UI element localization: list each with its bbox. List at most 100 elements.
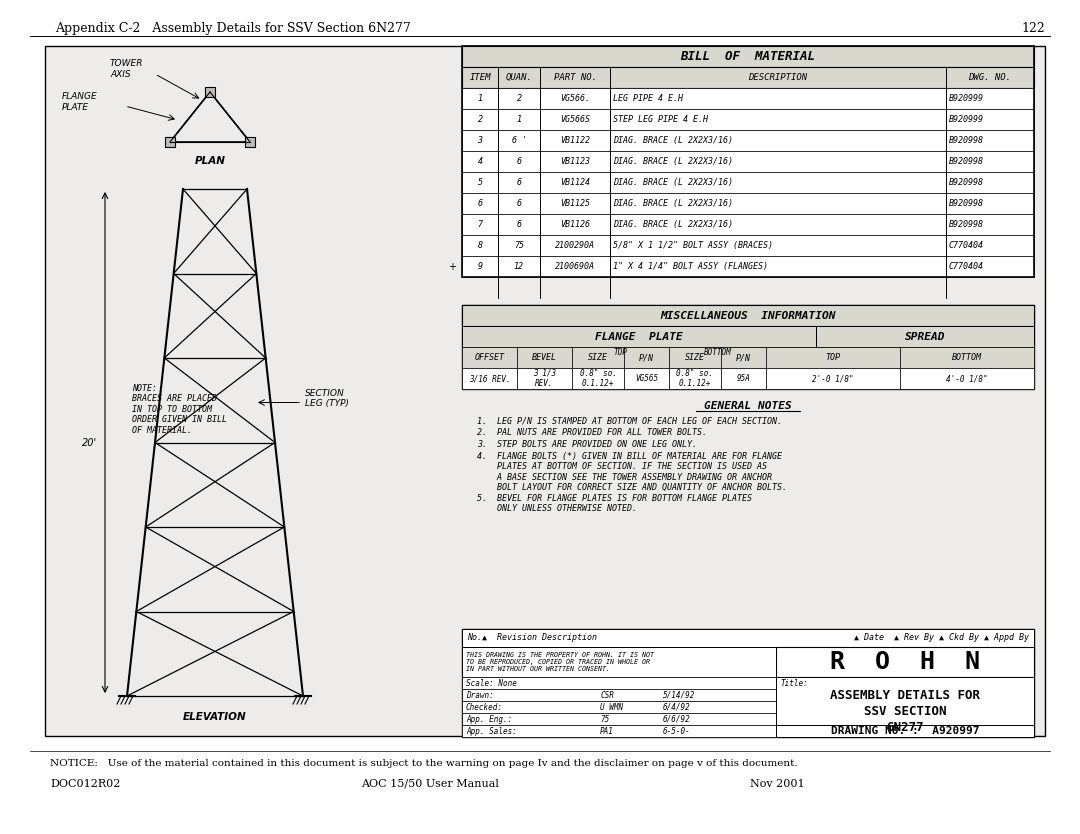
Text: C770404: C770404 — [949, 262, 984, 271]
Bar — [462, 235, 1034, 256]
Text: B920998: B920998 — [949, 199, 984, 208]
Text: 6: 6 — [516, 199, 522, 208]
Text: TOP: TOP — [825, 353, 840, 362]
Text: 0.8" so.
0.1.12+: 0.8" so. 0.1.12+ — [580, 369, 617, 388]
Bar — [462, 629, 1034, 737]
Text: 6/6/92: 6/6/92 — [663, 715, 691, 724]
Text: OFFSET: OFFSET — [474, 353, 504, 362]
Bar — [517, 368, 572, 389]
Bar — [462, 67, 1034, 88]
Text: 6: 6 — [516, 178, 522, 187]
Bar — [45, 46, 1045, 736]
Text: 2'-0 1/8": 2'-0 1/8" — [812, 374, 854, 383]
Bar — [572, 368, 624, 389]
Bar — [462, 689, 777, 701]
Text: TOP: TOP — [613, 348, 627, 357]
Text: 6-5-0-: 6-5-0- — [663, 726, 691, 736]
Text: CSR: CSR — [600, 691, 615, 700]
Text: 1.  LEG P/N IS STAMPED AT BOTTOM OF EACH LEG OF EACH SECTION.: 1. LEG P/N IS STAMPED AT BOTTOM OF EACH … — [477, 416, 782, 425]
Bar — [462, 256, 1034, 277]
Text: VB1126: VB1126 — [561, 220, 590, 229]
Text: 4'-0 1/8": 4'-0 1/8" — [946, 374, 988, 383]
Text: FLANGE  PLATE: FLANGE PLATE — [595, 331, 683, 341]
Text: B920998: B920998 — [949, 178, 984, 187]
Bar — [669, 347, 721, 368]
Bar — [205, 87, 215, 97]
Bar — [900, 347, 1034, 368]
Text: B920998: B920998 — [949, 157, 984, 166]
Text: VG566.: VG566. — [561, 94, 590, 103]
Text: 5/8" X 1 1/2" BOLT ASSY (BRACES): 5/8" X 1 1/2" BOLT ASSY (BRACES) — [613, 241, 773, 250]
Bar — [777, 647, 1034, 677]
Text: 1: 1 — [516, 115, 522, 124]
Text: 2: 2 — [477, 115, 483, 124]
Bar — [624, 368, 669, 389]
Bar — [462, 305, 1034, 389]
Text: 4.  FLANGE BOLTS (*) GIVEN IN BILL OF MATERIAL ARE FOR FLANGE
    PLATES AT BOTT: 4. FLANGE BOLTS (*) GIVEN IN BILL OF MAT… — [477, 452, 787, 492]
Text: DIAG. BRACE (L 2X2X3/16): DIAG. BRACE (L 2X2X3/16) — [613, 220, 733, 229]
Text: 2100690A: 2100690A — [555, 262, 595, 271]
Text: SIZE: SIZE — [685, 353, 705, 362]
Text: AOC 15/50 User Manual: AOC 15/50 User Manual — [361, 779, 499, 789]
Text: SPREAD: SPREAD — [905, 331, 945, 341]
Text: DIAG. BRACE (L 2X2X3/16): DIAG. BRACE (L 2X2X3/16) — [613, 136, 733, 145]
Text: VG566S: VG566S — [561, 115, 590, 124]
Bar — [721, 368, 766, 389]
Bar — [462, 713, 777, 725]
Bar — [777, 725, 1034, 737]
Text: B920998: B920998 — [949, 220, 984, 229]
Text: GENERAL NOTES: GENERAL NOTES — [704, 401, 792, 411]
Bar — [462, 629, 1034, 647]
Text: NOTICE:   Use of the material contained in this document is subject to the warni: NOTICE: Use of the material contained in… — [50, 759, 798, 768]
Text: 6/4/92: 6/4/92 — [663, 702, 691, 711]
Text: 7: 7 — [477, 220, 483, 229]
Text: 1" X 4 1/4" BOLT ASSY (FLANGES): 1" X 4 1/4" BOLT ASSY (FLANGES) — [613, 262, 768, 271]
Text: 95A: 95A — [737, 374, 751, 383]
Text: SIZE: SIZE — [588, 353, 608, 362]
Text: TOWER
AXIS: TOWER AXIS — [110, 59, 144, 78]
Bar — [462, 677, 777, 689]
Bar — [462, 88, 1034, 109]
Bar — [462, 725, 777, 737]
Text: 6 ': 6 ' — [512, 136, 527, 145]
Text: +: + — [448, 262, 456, 272]
Text: ITEM: ITEM — [469, 73, 490, 82]
Text: App. Eng.:: App. Eng.: — [465, 715, 512, 724]
Text: SSV SECTION: SSV SECTION — [864, 705, 946, 718]
Text: VG565: VG565 — [635, 374, 658, 383]
Text: Appendix C-2   Assembly Details for SSV Section 6N277: Appendix C-2 Assembly Details for SSV Se… — [55, 22, 410, 35]
Text: 5.  BEVEL FOR FLANGE PLATES IS FOR BOTTOM FLANGE PLATES
    ONLY UNLESS OTHERWIS: 5. BEVEL FOR FLANGE PLATES IS FOR BOTTOM… — [477, 494, 752, 514]
Text: No.▲  Revision Description: No.▲ Revision Description — [467, 634, 597, 642]
Bar — [517, 347, 572, 368]
Text: U WMN: U WMN — [600, 702, 623, 711]
Text: 3 1/3
REV.: 3 1/3 REV. — [532, 369, 556, 388]
Bar — [900, 368, 1034, 389]
Bar — [462, 46, 1034, 277]
Text: 2: 2 — [516, 94, 522, 103]
Bar — [462, 368, 517, 389]
Text: C770404: C770404 — [949, 241, 984, 250]
Text: DOC012R02: DOC012R02 — [50, 779, 120, 789]
Text: R  O  H  N: R O H N — [831, 650, 980, 674]
Text: 0.8" so.
0.1.12+: 0.8" so. 0.1.12+ — [676, 369, 714, 388]
Bar — [462, 214, 1034, 235]
Bar — [816, 326, 1034, 347]
Text: MISCELLANEOUS  INFORMATION: MISCELLANEOUS INFORMATION — [660, 310, 836, 320]
Text: VB1122: VB1122 — [561, 136, 590, 145]
Bar — [165, 137, 175, 147]
Text: PART NO.: PART NO. — [554, 73, 596, 82]
Bar — [462, 193, 1034, 214]
Bar — [462, 130, 1034, 151]
Text: Checked:: Checked: — [465, 702, 503, 711]
Text: B920999: B920999 — [949, 115, 984, 124]
Text: DWG. NO.: DWG. NO. — [969, 73, 1012, 82]
Text: BOTTOM: BOTTOM — [951, 353, 982, 362]
Text: QUAN.: QUAN. — [505, 73, 532, 82]
Text: 75: 75 — [600, 715, 609, 724]
Bar — [721, 347, 766, 368]
Text: B920999: B920999 — [949, 94, 984, 103]
Text: 3/16 REV.: 3/16 REV. — [469, 374, 511, 383]
Text: 122: 122 — [1022, 22, 1045, 35]
Text: 12: 12 — [514, 262, 524, 271]
Text: ▲ Date  ▲ Rev By ▲ Ckd By ▲ Appd By: ▲ Date ▲ Rev By ▲ Ckd By ▲ Appd By — [854, 634, 1029, 642]
